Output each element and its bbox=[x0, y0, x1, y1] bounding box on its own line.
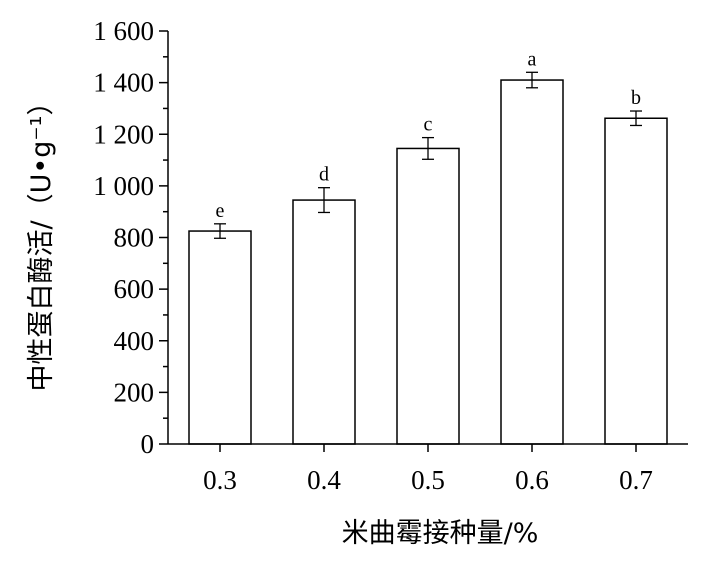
y-tick-label: 600 bbox=[114, 274, 155, 304]
x-tick-label: 0.6 bbox=[515, 465, 549, 495]
x-axis-ticks: 0.3 0.4 0.5 0.6 0.7 bbox=[203, 444, 653, 495]
significance-label: b bbox=[631, 87, 641, 109]
significance-label: c bbox=[424, 114, 433, 136]
y-tick-label: 1 200 bbox=[93, 119, 154, 149]
y-tick-label: 400 bbox=[114, 326, 155, 356]
significance-label: a bbox=[528, 48, 537, 70]
y-tick-label: 0 bbox=[141, 429, 155, 459]
bar-0.3 bbox=[188, 230, 252, 445]
x-axis-label: 米曲霉接种量/% bbox=[342, 518, 539, 549]
y-tick-label: 200 bbox=[114, 377, 155, 407]
y-tick-label: 1 600 bbox=[93, 16, 154, 46]
y-axis-ticks: 0 200 400 600 800 1 000 1 200 1 400 1 600 bbox=[93, 16, 168, 459]
x-tick-label: 0.4 bbox=[307, 465, 341, 495]
x-tick-label: 0.5 bbox=[411, 465, 445, 495]
bar-0.7 bbox=[604, 117, 668, 445]
y-tick-label: 1 000 bbox=[93, 171, 154, 201]
bar-0.6 bbox=[500, 79, 564, 445]
x-tick-label: 0.7 bbox=[619, 465, 653, 495]
x-tick-label: 0.3 bbox=[203, 465, 237, 495]
bar-0.4 bbox=[292, 199, 356, 445]
significance-label: d bbox=[319, 164, 329, 186]
significance-label: e bbox=[216, 200, 225, 222]
y-axis-label: 中性蛋白酶活/（U•g⁻¹） bbox=[26, 89, 57, 392]
y-tick-label: 1 400 bbox=[93, 68, 154, 98]
bars: e d c a b bbox=[188, 48, 668, 445]
y-tick-label: 800 bbox=[114, 223, 155, 253]
bar-0.5 bbox=[396, 147, 460, 445]
